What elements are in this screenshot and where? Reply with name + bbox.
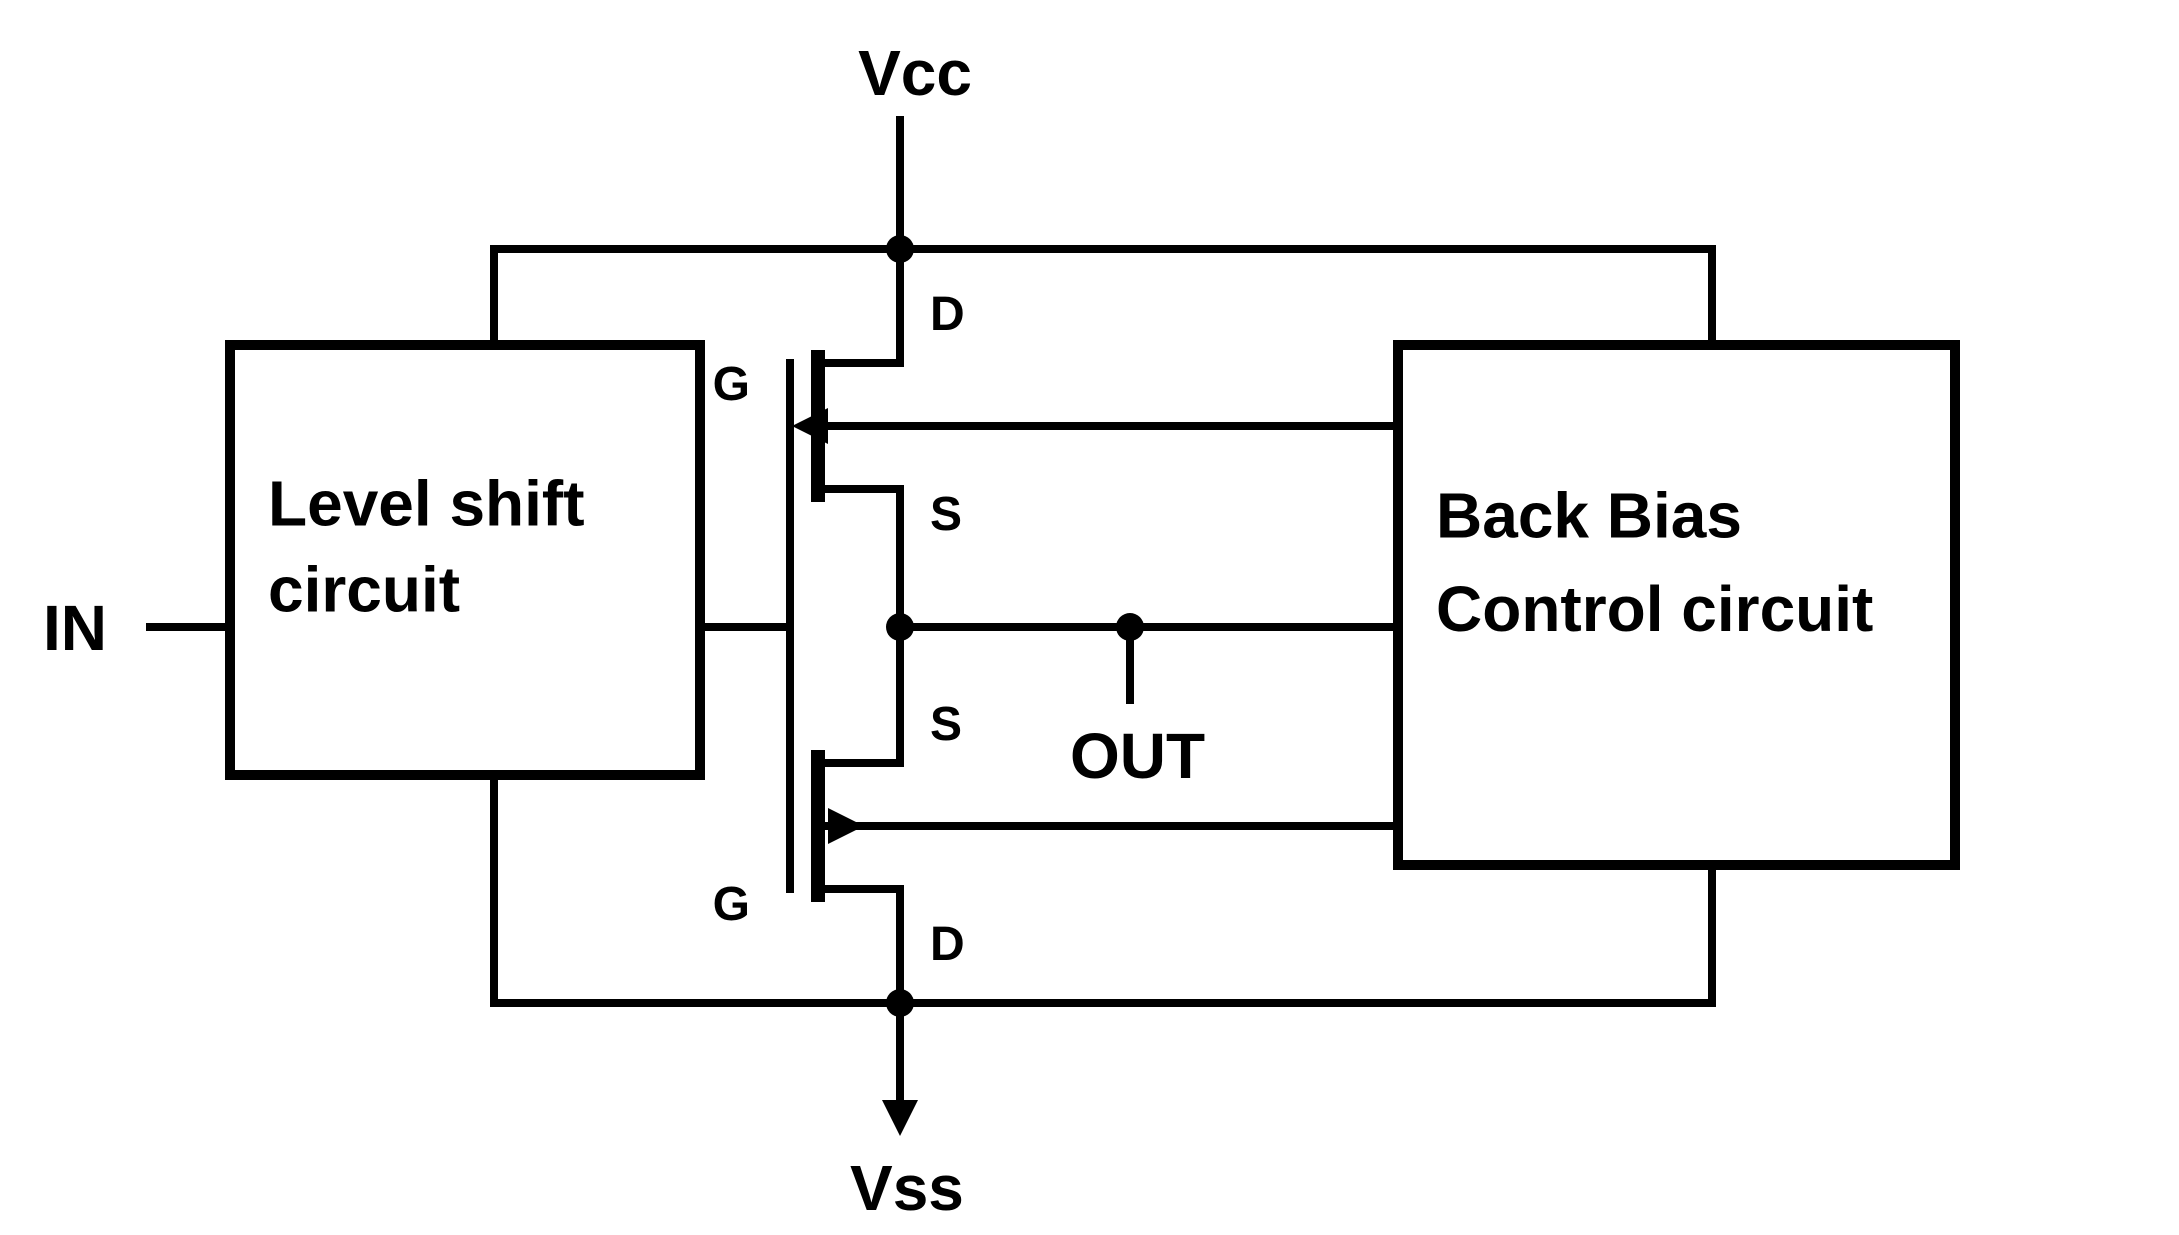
dot-out_tap bbox=[1116, 613, 1144, 641]
g2-label: G bbox=[713, 878, 750, 931]
pmos-body-arrow-icon bbox=[792, 408, 828, 444]
d1-label: D bbox=[930, 288, 965, 341]
s1-label: S bbox=[930, 488, 962, 541]
s2-label: S bbox=[930, 698, 962, 751]
level-shift-label-1: Level shift bbox=[268, 468, 585, 540]
dot-mid bbox=[886, 613, 914, 641]
dot-vcc_tap bbox=[886, 235, 914, 263]
vss-arrow-icon bbox=[882, 1100, 918, 1136]
vss-label: Vss bbox=[850, 1152, 964, 1224]
diagram-root: Level shift circuit Back Bias Control circu… bbox=[0, 0, 2179, 1230]
d2-label: D bbox=[930, 918, 965, 971]
dot-vss_tap bbox=[886, 989, 914, 1017]
back-bias-label-2: Control circuit bbox=[1436, 573, 1873, 645]
level-shift-label-2: circuit bbox=[268, 554, 460, 626]
back-bias-label-1: Back Bias bbox=[1436, 479, 1742, 551]
in-label: IN bbox=[43, 592, 107, 664]
nmos-body-arrow-icon bbox=[828, 808, 864, 844]
out-label: OUT bbox=[1070, 720, 1205, 792]
g1-label: G bbox=[713, 358, 750, 411]
vcc-label: Vcc bbox=[858, 37, 972, 109]
